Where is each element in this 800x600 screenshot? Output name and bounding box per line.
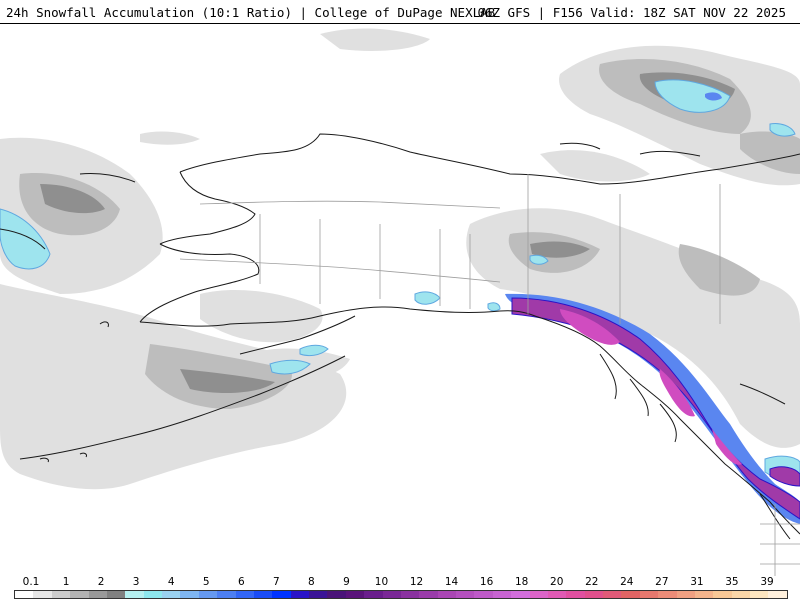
legend-label: 1 <box>62 576 70 588</box>
legend-color-bar <box>14 590 788 599</box>
legend-label: 18 <box>514 576 529 588</box>
legend-swatch <box>492 591 512 598</box>
legend-label: 4 <box>167 576 175 588</box>
legend-swatch <box>15 591 34 598</box>
legend-swatch <box>566 591 585 598</box>
legend-swatch <box>603 591 622 598</box>
legend-labels: 0.1 1 2 3 4 5 6 7 8 9 10 12 14 16 18 20 22 24 27 31 35 39 <box>0 576 800 589</box>
legend-label: 35 <box>725 576 739 588</box>
legend-swatch <box>382 591 401 598</box>
snow-4to8in-areas <box>505 92 800 524</box>
map-title: 24h Snowfall Accumulation (10:1 Ratio) |… <box>6 5 496 20</box>
legend-swatch <box>143 591 162 598</box>
legend-label: 27 <box>655 576 669 588</box>
legend-label: 24 <box>620 576 634 588</box>
legend-label: 16 <box>479 576 494 588</box>
legend-swatch <box>713 591 732 598</box>
legend-swatch <box>180 591 199 598</box>
legend-swatch <box>750 591 769 598</box>
legend-swatch <box>474 591 493 598</box>
legend-swatch <box>621 591 640 598</box>
legend-swatch <box>33 591 52 598</box>
legend-swatch <box>345 591 365 598</box>
legend-swatch <box>162 591 181 598</box>
legend-label: 6 <box>237 576 245 588</box>
legend-swatch <box>235 591 254 598</box>
legend-swatch <box>419 591 438 598</box>
legend-label: 12 <box>409 576 424 588</box>
legend-swatch <box>106 591 126 598</box>
legend-swatch <box>547 591 567 598</box>
legend-swatch <box>676 591 695 598</box>
legend-swatch <box>364 591 383 598</box>
legend-swatch <box>309 591 328 598</box>
legend-label: 0.1 <box>22 576 40 588</box>
legend-swatch <box>658 591 677 598</box>
legend-swatch <box>327 591 346 598</box>
legend-label: 3 <box>132 576 140 588</box>
legend-swatch <box>768 591 787 598</box>
map-canvas <box>0 28 800 576</box>
legend-swatch <box>88 591 107 598</box>
boundaries <box>179 174 800 576</box>
snow-heavy-coastal-band <box>511 297 800 520</box>
legend-swatch <box>694 591 714 598</box>
model-run-info: 06Z GFS | F156 Valid: 18Z SAT NOV 22 202… <box>477 5 786 20</box>
legend-swatch <box>290 591 309 598</box>
legend-label: 8 <box>308 576 315 588</box>
legend-label: 20 <box>550 576 564 588</box>
legend-swatch <box>437 591 456 598</box>
legend-label: 9 <box>343 576 350 588</box>
legend-swatch <box>217 591 236 598</box>
legend-label: 5 <box>202 576 210 588</box>
legend-swatch <box>529 591 548 598</box>
legend-swatch <box>51 591 71 598</box>
legend-swatch <box>456 591 475 598</box>
legend-label: 39 <box>760 576 774 588</box>
coastlines <box>0 133 800 540</box>
legend-swatch <box>511 591 530 598</box>
legend-swatch <box>731 591 750 598</box>
legend-label: 14 <box>444 576 459 588</box>
legend-label: 2 <box>97 576 105 588</box>
legend-swatch <box>70 591 89 598</box>
snowfall-map <box>0 24 800 576</box>
snow-extreme-pockets <box>560 309 742 465</box>
map-header: 24h Snowfall Accumulation (10:1 Ratio) |… <box>0 0 800 24</box>
legend-swatch <box>400 591 420 598</box>
legend-label: 31 <box>690 576 704 588</box>
legend-swatch <box>198 591 218 598</box>
legend-swatch <box>639 591 659 598</box>
legend-swatch <box>125 591 144 598</box>
legend-label: 22 <box>585 576 599 588</box>
color-legend: 0.1 1 2 3 4 5 6 7 8 9 10 12 14 16 18 20 22 24 27 31 35 39 <box>0 576 800 600</box>
legend-label: 7 <box>272 576 280 588</box>
legend-label: 10 <box>374 576 389 588</box>
legend-swatch <box>272 591 291 598</box>
legend-swatch <box>584 591 603 598</box>
legend-swatch <box>253 591 273 598</box>
